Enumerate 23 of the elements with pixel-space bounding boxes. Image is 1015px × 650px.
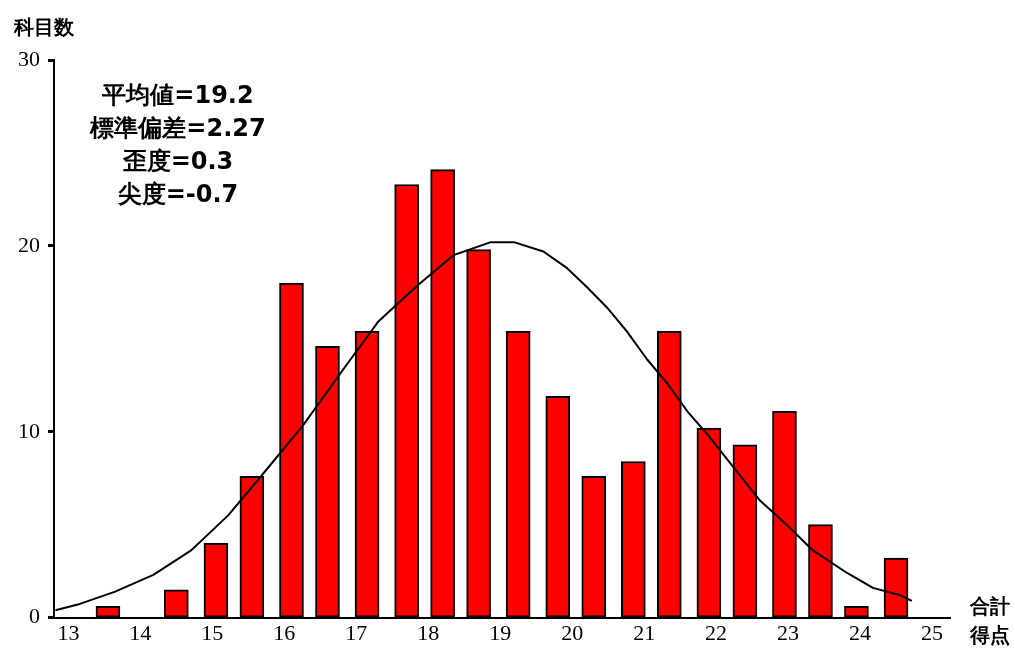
annotation: 歪度=0.3 xyxy=(121,147,234,175)
x-tick-label: 16 xyxy=(273,619,296,645)
y-tick-label: 10 xyxy=(18,417,40,443)
y-axis-title: 科目数 xyxy=(13,15,75,39)
annotation: 平均値=19.2 xyxy=(101,81,254,109)
annotation: 尖度=-0.7 xyxy=(116,180,239,208)
x-tick-label: 19 xyxy=(489,619,512,645)
x-tick-label: 25 xyxy=(921,619,944,645)
annotation: 標準偏差=2.27 xyxy=(89,114,266,142)
y-tick-label: 30 xyxy=(18,45,40,71)
y-tick-label: 0 xyxy=(29,603,40,629)
x-tick-label: 14 xyxy=(129,619,152,645)
x-tick-label: 17 xyxy=(345,619,368,645)
y-tick-label: 20 xyxy=(18,231,40,257)
x-tick-label: 20 xyxy=(561,619,584,645)
x-tick-label: 21 xyxy=(633,619,656,645)
x-tick-label: 15 xyxy=(201,619,224,645)
x-axis-title: 合計得点 xyxy=(969,593,1010,647)
x-tick-label: 23 xyxy=(777,619,800,645)
x-tick-label: 13 xyxy=(57,619,80,645)
x-tick-label: 22 xyxy=(705,619,728,645)
x-tick-label: 24 xyxy=(849,619,872,645)
x-tick-label: 18 xyxy=(417,619,440,645)
